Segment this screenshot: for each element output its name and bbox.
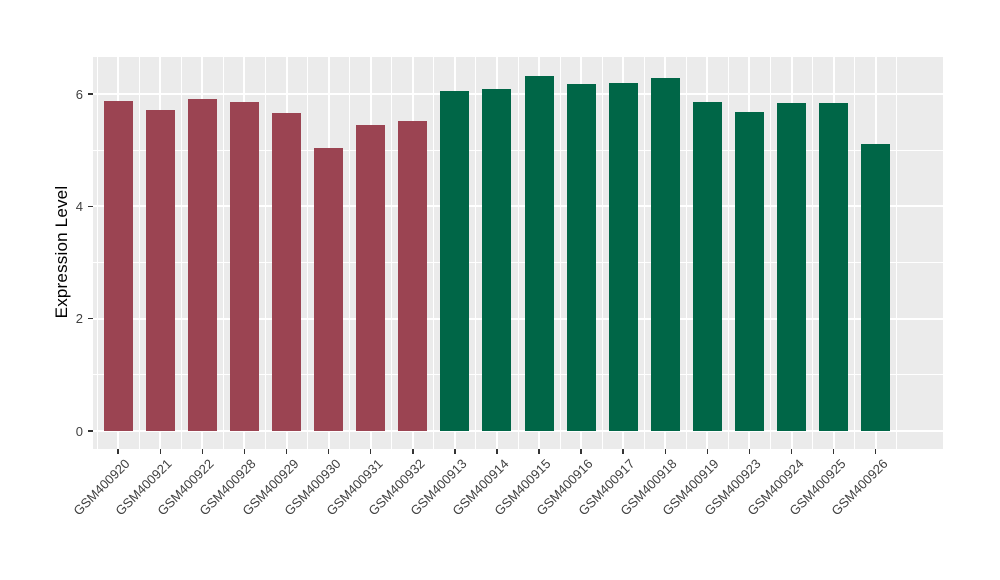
- plot-panel: [93, 57, 943, 449]
- bar-GSM400921: [145, 109, 175, 432]
- minor-gridline-x: [349, 57, 351, 449]
- bar-GSM400932: [398, 121, 428, 432]
- minor-gridline-x: [685, 57, 687, 449]
- minor-gridline-x: [222, 57, 224, 449]
- x-tick-GSM400916: [580, 449, 582, 454]
- x-tick-GSM400917: [622, 449, 624, 454]
- bar-GSM400920: [103, 100, 133, 432]
- bar-GSM400931: [356, 124, 386, 432]
- bar-GSM400929: [272, 112, 302, 432]
- x-tick-GSM400913: [454, 449, 456, 454]
- bar-GSM400918: [650, 78, 680, 432]
- bar-GSM400923: [734, 112, 764, 432]
- bar-GSM400917: [608, 82, 638, 432]
- minor-gridline-x: [643, 57, 645, 449]
- x-tick-GSM400918: [664, 449, 667, 454]
- minor-gridline-x: [433, 57, 435, 449]
- bar-GSM400915: [524, 75, 554, 432]
- x-tick-GSM400930: [327, 449, 330, 454]
- y-axis-title: Expression Level: [52, 185, 71, 319]
- y-tick-label-6: 6: [75, 86, 83, 102]
- bar-GSM400914: [482, 89, 512, 432]
- minor-gridline-x: [307, 57, 309, 449]
- bar-GSM400924: [777, 103, 806, 432]
- x-tick-GSM400932: [412, 449, 414, 454]
- bar-GSM400930: [314, 147, 344, 432]
- x-tick-GSM400929: [285, 449, 288, 454]
- minor-gridline-x: [265, 57, 267, 449]
- x-tick-GSM400928: [243, 449, 246, 454]
- bar-GSM400913: [440, 91, 470, 432]
- y-tick-label-4: 4: [75, 198, 83, 214]
- x-tick-GSM400925: [832, 449, 835, 454]
- minor-gridline-x: [138, 57, 140, 449]
- minor-gridline-x: [391, 57, 393, 449]
- bar-GSM400926: [861, 144, 891, 432]
- x-tick-GSM400914: [496, 449, 498, 454]
- minor-gridline-x: [854, 57, 856, 449]
- y-tick-4: [88, 205, 93, 208]
- minor-gridline-x: [559, 57, 561, 449]
- minor-gridline-x: [475, 57, 477, 449]
- x-tick-GSM400924: [790, 449, 793, 454]
- x-tick-GSM400919: [706, 449, 709, 454]
- minor-gridline-x: [601, 57, 603, 449]
- minor-gridline-x: [812, 57, 814, 449]
- x-tick-GSM400922: [201, 449, 204, 454]
- x-tick-GSM400926: [874, 449, 877, 454]
- bar-GSM400925: [819, 103, 849, 432]
- minor-gridline-x: [96, 57, 98, 449]
- y-tick-2: [88, 317, 93, 320]
- bar-GSM400928: [229, 102, 259, 432]
- y-tick-6: [88, 93, 93, 95]
- minor-gridline-x: [517, 57, 519, 449]
- minor-gridline-x: [896, 57, 898, 449]
- bar-GSM400922: [187, 99, 217, 432]
- x-tick-GSM400921: [159, 449, 162, 454]
- x-tick-GSM400931: [369, 449, 372, 454]
- minor-gridline-x: [180, 57, 182, 449]
- y-tick-0: [88, 430, 93, 432]
- bar-GSM400919: [692, 101, 722, 432]
- minor-gridline-x: [769, 57, 771, 449]
- x-tick-GSM400923: [748, 449, 751, 454]
- x-tick-GSM400915: [538, 449, 540, 454]
- x-tick-GSM400920: [117, 449, 119, 454]
- y-tick-label-2: 2: [75, 311, 83, 327]
- y-tick-label-0: 0: [75, 423, 83, 439]
- bar-GSM400916: [566, 83, 596, 432]
- minor-gridline-x: [727, 57, 729, 449]
